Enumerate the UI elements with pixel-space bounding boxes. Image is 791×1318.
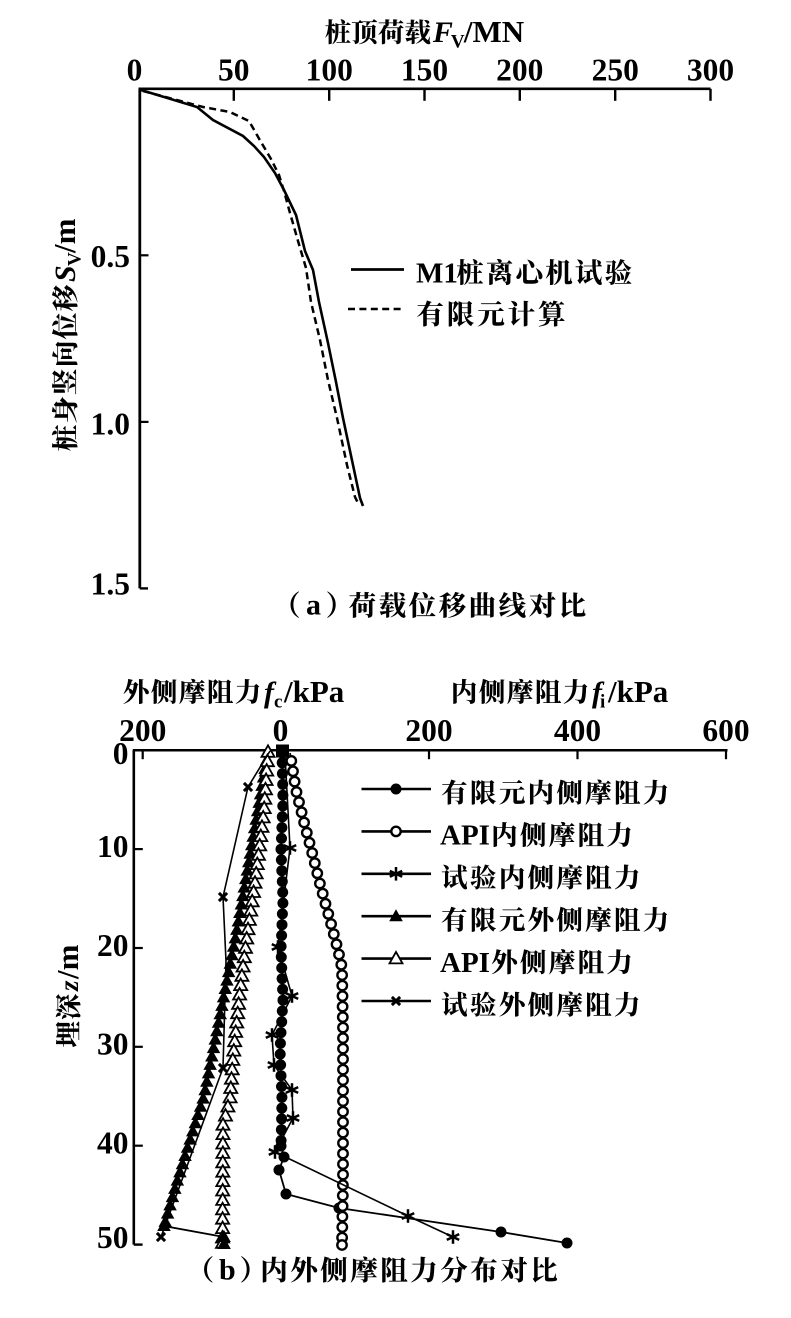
- svg-text:API: API: [440, 947, 490, 979]
- svg-text:150: 150: [401, 53, 448, 88]
- svg-text:z: z: [54, 980, 84, 992]
- svg-text:f: f: [592, 676, 605, 709]
- svg-text:200: 200: [405, 713, 452, 748]
- svg-text:250: 250: [592, 53, 639, 88]
- svg-text:0: 0: [127, 53, 143, 88]
- svg-text:200: 200: [119, 713, 166, 748]
- svg-text:V: V: [451, 32, 465, 53]
- svg-text:/kPa: /kPa: [607, 674, 669, 709]
- svg-text:50: 50: [218, 53, 250, 88]
- svg-text:300: 300: [687, 53, 734, 88]
- svg-text:100: 100: [306, 53, 353, 88]
- svg-text:200: 200: [496, 53, 543, 88]
- svg-text:600: 600: [702, 713, 749, 748]
- svg-text:400: 400: [554, 713, 601, 748]
- svg-text:0.5: 0.5: [91, 239, 130, 274]
- svg-text:M1: M1: [416, 258, 458, 290]
- svg-text:/m: /m: [50, 944, 85, 980]
- svg-text:20: 20: [97, 928, 129, 963]
- svg-text:50: 50: [97, 1220, 129, 1255]
- svg-text:F: F: [432, 16, 453, 49]
- svg-text:a: a: [306, 589, 321, 622]
- svg-text:c: c: [274, 692, 282, 713]
- svg-text:0: 0: [113, 736, 129, 771]
- svg-text:b: b: [219, 1254, 236, 1287]
- svg-text:30: 30: [97, 1027, 129, 1062]
- svg-text:10: 10: [97, 829, 129, 864]
- svg-text:i: i: [600, 692, 605, 713]
- svg-text:API: API: [440, 820, 490, 852]
- svg-text:1.5: 1.5: [91, 567, 130, 602]
- svg-text:V: V: [65, 252, 86, 266]
- svg-text:1.0: 1.0: [91, 407, 130, 442]
- svg-text:/m: /m: [47, 218, 82, 254]
- svg-text:f: f: [264, 676, 277, 709]
- svg-text:0: 0: [273, 713, 289, 748]
- svg-text:40: 40: [97, 1126, 129, 1161]
- svg-text:S: S: [49, 265, 82, 282]
- svg-text:/kPa: /kPa: [283, 674, 345, 709]
- svg-text:/MN: /MN: [463, 14, 524, 49]
